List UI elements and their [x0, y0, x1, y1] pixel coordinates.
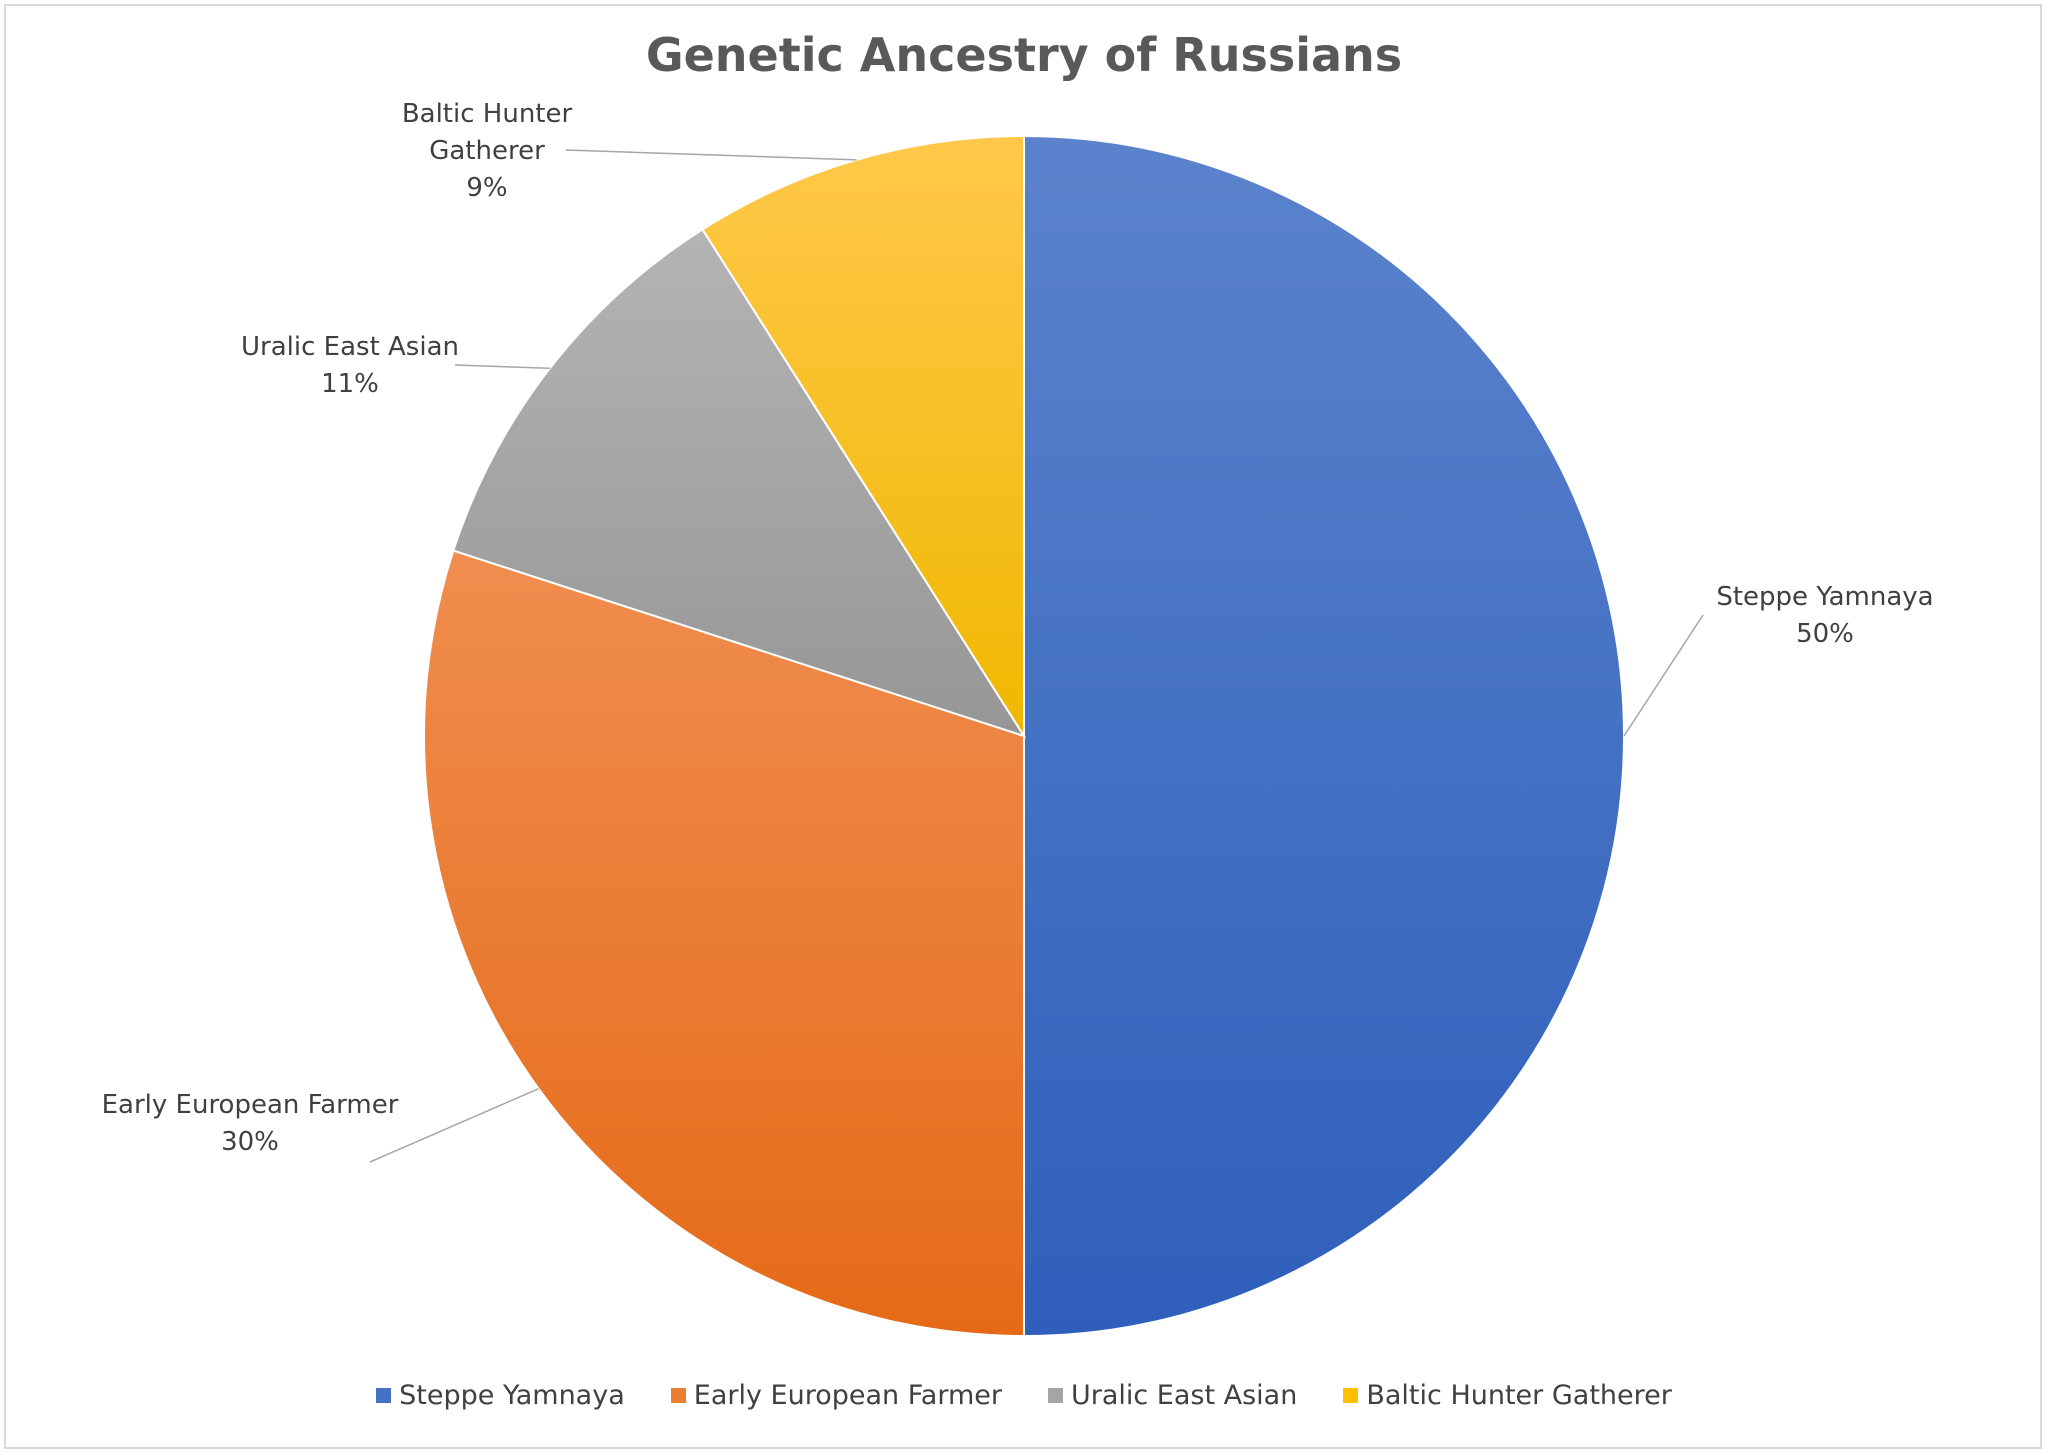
leader-line: [1623, 614, 1704, 737]
legend-label: Early European Farmer: [693, 1380, 1002, 1411]
leader-line: [369, 1087, 539, 1163]
pie-slice-steppe-yamnaya[interactable]: [1023, 134, 1625, 1338]
pie-slice-early-european-farmer[interactable]: [423, 549, 1025, 1338]
legend-item: Early European Farmer: [670, 1380, 1002, 1411]
data-label: Steppe Yamnaya 50%: [1716, 582, 1933, 649]
legend-item: Uralic East Asian: [1047, 1380, 1298, 1411]
legend-swatch: [670, 1388, 686, 1403]
legend-swatch: [1343, 1388, 1359, 1403]
legend-swatch: [1047, 1388, 1063, 1403]
legend-label: Uralic East Asian: [1070, 1380, 1298, 1411]
pie-slice-baltic-hunter-gatherer[interactable]: [701, 134, 1025, 740]
data-label: Uralic East Asian 11%: [241, 332, 459, 399]
legend-label: Baltic Hunter Gatherer: [1366, 1380, 1672, 1411]
legend: Steppe Yamnaya Early European Farmer Urali…: [0, 1380, 2048, 1411]
legend-item: Baltic Hunter Gatherer: [1343, 1380, 1672, 1411]
leader-line: [565, 149, 857, 161]
data-label: Baltic Hunter Gatherer 9%: [402, 99, 573, 203]
legend-label: Steppe Yamnaya: [399, 1380, 625, 1411]
pie-slice-uralic-east-asian[interactable]: [452, 228, 1027, 738]
legend-item: Steppe Yamnaya: [376, 1380, 625, 1411]
legend-swatch: [376, 1388, 392, 1403]
chart-title: Genetic Ancestry of Russians: [645, 28, 1403, 82]
data-label: Early European Farmer 30%: [102, 1090, 399, 1157]
leader-line: [454, 364, 550, 370]
